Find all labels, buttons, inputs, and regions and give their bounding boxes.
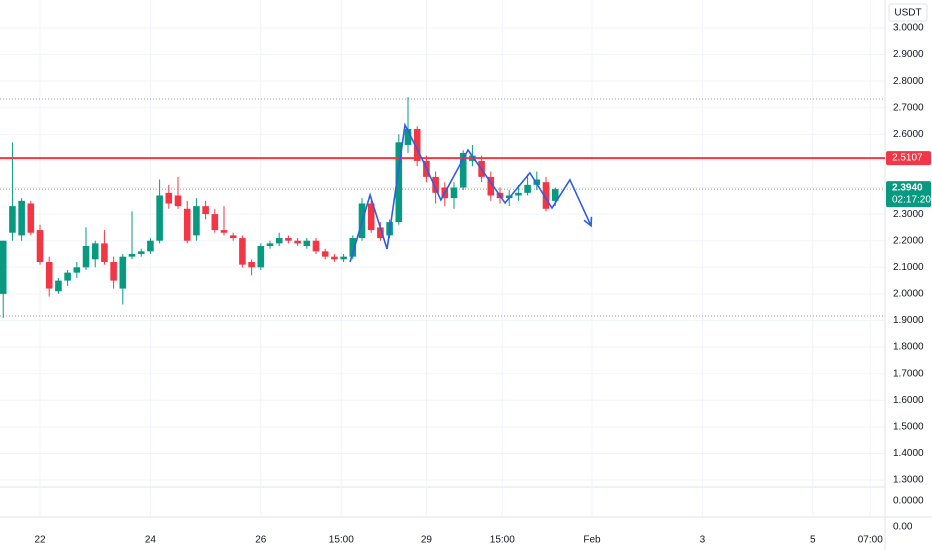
candle-body xyxy=(137,251,145,255)
candle-body xyxy=(55,280,62,292)
x-tick-label: 07:00 xyxy=(858,535,883,546)
x-tick-label: 24 xyxy=(145,535,157,546)
candle-body xyxy=(64,272,71,281)
currency[interactable]: USDT xyxy=(894,8,921,19)
candle-body xyxy=(377,227,384,239)
candle-body xyxy=(82,246,90,268)
candle-body xyxy=(174,195,182,207)
candle-body xyxy=(450,187,458,199)
price-label-box xyxy=(886,151,931,166)
candle-body xyxy=(533,179,541,185)
candle-body xyxy=(128,254,136,257)
candle-body xyxy=(321,251,329,257)
candle-body xyxy=(18,200,25,236)
candle-body xyxy=(395,142,403,223)
candle-body xyxy=(36,230,44,262)
candle-body xyxy=(285,238,292,241)
y-tick-label: 1.4000 xyxy=(893,448,924,459)
y-tick-label: 3.0000 xyxy=(893,23,924,34)
y-tick-label: 1.9000 xyxy=(893,315,924,326)
candle-body xyxy=(91,243,99,260)
candle-body xyxy=(156,195,163,241)
projection-path xyxy=(349,122,592,263)
x-tick-label: 29 xyxy=(421,535,433,546)
candle-body xyxy=(45,261,53,289)
y-tick-label: 1.8000 xyxy=(893,342,924,353)
candle-body xyxy=(515,192,522,196)
candle-body xyxy=(459,152,467,188)
candle-body xyxy=(9,206,16,233)
candle-body xyxy=(193,206,200,236)
candle-body xyxy=(266,243,274,247)
arrow-head xyxy=(583,216,593,228)
candle-body xyxy=(542,182,550,209)
candle-body xyxy=(413,128,421,161)
y-tick-label: 2.0000 xyxy=(893,289,924,300)
countdown: 02:17:20 xyxy=(892,195,931,206)
candle-body xyxy=(183,208,191,241)
candle-body xyxy=(551,189,559,201)
candle-body xyxy=(349,238,357,257)
candle-body xyxy=(147,240,154,252)
x-tick-label: 3 xyxy=(700,535,706,546)
candle-body xyxy=(294,240,301,244)
candle-body xyxy=(110,261,117,281)
x-tick-label: Feb xyxy=(583,535,601,546)
candle-body xyxy=(211,214,219,231)
y-tick-label: 1.6000 xyxy=(893,395,924,406)
y-tick-label: 1.5000 xyxy=(893,422,924,433)
candle-body xyxy=(73,267,81,273)
candle-body xyxy=(404,128,412,145)
candle-body xyxy=(248,261,255,268)
candle-body xyxy=(257,246,265,268)
candle-body xyxy=(367,203,375,231)
candle-body xyxy=(239,238,246,265)
candle-body xyxy=(432,176,439,193)
candle-body xyxy=(524,184,531,193)
y-tick-label: 1.7000 xyxy=(893,368,924,379)
last-price-box xyxy=(886,181,931,208)
x-tick-label: 15:00 xyxy=(490,535,515,546)
candle-body xyxy=(220,230,228,233)
candle-body xyxy=(275,238,283,244)
x-tick-label: 22 xyxy=(34,535,46,546)
candle-body xyxy=(303,240,311,247)
y-tick-label: 2.6000 xyxy=(893,129,924,140)
lower-pane-label: 0.00 xyxy=(893,522,913,533)
price-label: 2.5107 xyxy=(892,153,923,164)
candle-body xyxy=(331,256,338,260)
candle-body xyxy=(101,243,108,262)
candle-body xyxy=(229,235,237,239)
candle-body xyxy=(312,240,320,252)
candle-body xyxy=(119,256,127,289)
lower-pane-label: 0.0000 xyxy=(893,496,924,507)
x-tick-label: 15:00 xyxy=(329,535,354,546)
candle-body xyxy=(0,240,7,294)
candle-body xyxy=(487,176,495,196)
candle-body xyxy=(27,203,35,233)
candle-body xyxy=(165,192,173,204)
y-tick-label: 2.9000 xyxy=(893,49,924,60)
y-tick-label: 1.3000 xyxy=(893,475,924,486)
currency-box[interactable] xyxy=(888,3,928,22)
y-tick-label: 2.8000 xyxy=(893,76,924,87)
last-price-label: 2.3940 xyxy=(892,183,923,194)
candle-body xyxy=(340,256,347,260)
x-tick-label: 26 xyxy=(255,535,267,546)
y-tick-label: 2.3000 xyxy=(893,209,924,220)
y-tick-label: 2.1000 xyxy=(893,262,924,273)
y-tick-label: 2.2000 xyxy=(893,235,924,246)
y-tick-label: 2.7000 xyxy=(893,102,924,113)
candle-body xyxy=(202,206,209,215)
x-tick-label: 5 xyxy=(810,535,816,546)
